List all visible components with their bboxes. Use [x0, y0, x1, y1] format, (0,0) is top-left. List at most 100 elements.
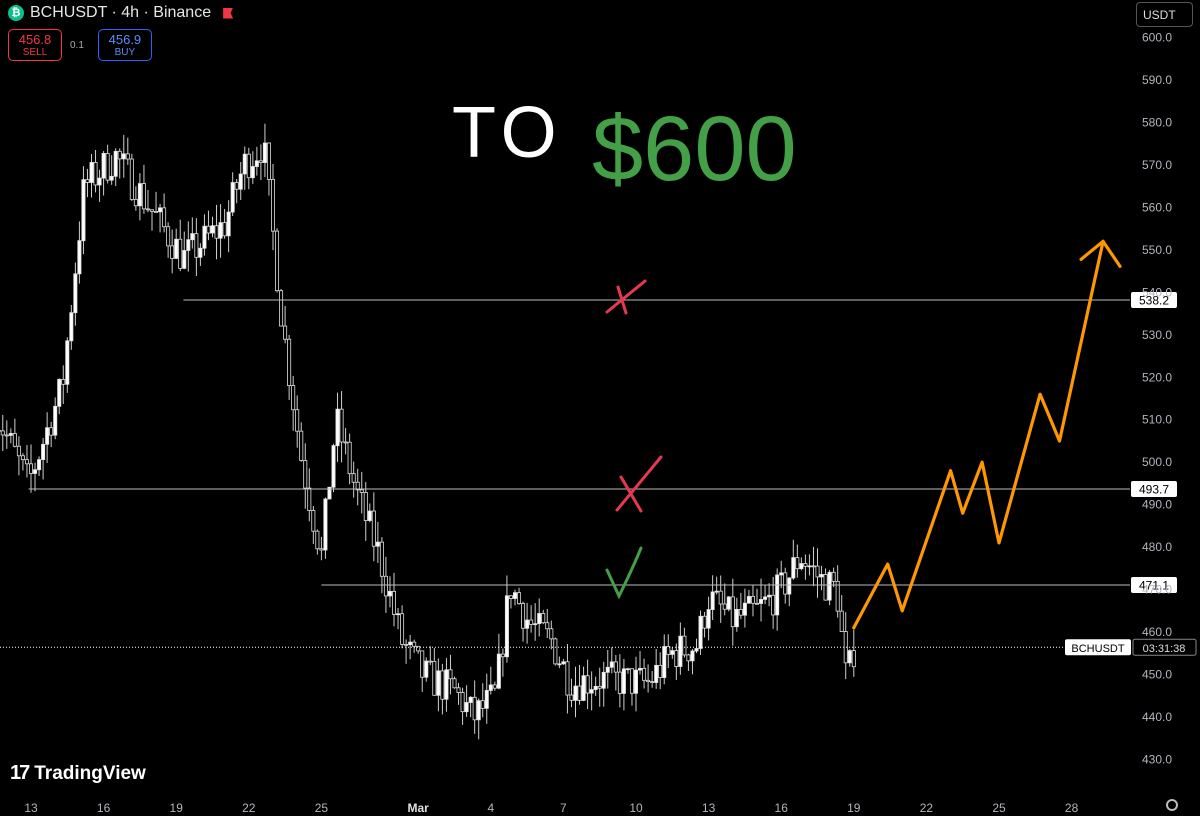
candle-body — [496, 653, 501, 689]
candle-body — [279, 290, 284, 327]
candle-body — [303, 460, 308, 489]
candle-body — [436, 670, 441, 696]
candle-body — [37, 459, 42, 471]
y-tick-label: 490.0 — [1142, 498, 1172, 512]
spread-value: 0.1 — [70, 39, 84, 51]
candle-body — [24, 459, 29, 465]
candle-body — [537, 613, 542, 625]
candle-body — [291, 385, 296, 411]
tradingview-logo-icon: 17 — [10, 762, 30, 784]
candle-body — [605, 666, 610, 673]
gear-icon[interactable] — [1166, 799, 1178, 811]
candle-body — [742, 602, 747, 616]
candle-body — [835, 580, 840, 612]
bar-countdown: 03:31:38 — [1143, 643, 1186, 655]
candle-body — [484, 690, 489, 709]
candle-body — [49, 427, 54, 436]
price-axis[interactable]: 430.0 440.0 450.0 460.0 470.0 480.0 490.0 500.0… — [1142, 30, 1172, 766]
candle-body — [839, 610, 844, 632]
candle-body — [391, 590, 396, 615]
countdown-badge — [1132, 638, 1197, 656]
candle-body — [621, 668, 626, 694]
candle-body — [158, 207, 163, 213]
last-price-line: BCHUSDT 03:31:38 — [0, 638, 1197, 656]
candle-body — [359, 489, 364, 493]
candle-body — [593, 685, 598, 690]
candle-body — [666, 646, 671, 655]
headline-target: $600 — [592, 98, 797, 200]
candle-body — [746, 596, 751, 604]
candle-body — [613, 661, 618, 673]
candle-body — [674, 650, 679, 667]
level-badge — [1131, 291, 1177, 308]
candle-body — [206, 225, 211, 234]
candle-body — [759, 599, 764, 604]
candle-body — [545, 622, 550, 630]
flag-icon[interactable] — [223, 7, 234, 19]
buy-button[interactable]: 456.9 BUY — [97, 29, 152, 61]
candle-body — [331, 445, 336, 488]
candle-body — [57, 379, 62, 407]
y-tick-label: 510.0 — [1142, 413, 1172, 427]
candle-body — [642, 667, 647, 681]
candle-body — [375, 541, 380, 547]
candle-body — [775, 574, 780, 616]
y-tick-label: 480.0 — [1142, 540, 1172, 554]
candle-body — [238, 173, 243, 190]
candle-body — [517, 592, 522, 605]
candle-body — [763, 596, 768, 600]
candle-body — [319, 548, 324, 551]
candle-body — [16, 445, 21, 457]
candle-body — [597, 685, 602, 689]
y-tick-label: 470.0 — [1142, 583, 1172, 597]
candle-body — [730, 596, 735, 628]
currency-selector[interactable]: USDT — [1136, 2, 1193, 27]
time-axis[interactable]: 13 16 19 22 25 Mar 4 7 10 13 16 19 22 25 28 — [24, 801, 1078, 815]
x-tick-label: 19 — [847, 801, 861, 815]
candle-body — [722, 603, 727, 610]
candle-body — [383, 575, 388, 597]
candle-body — [250, 166, 255, 179]
candle-body — [589, 689, 594, 694]
candle-body — [565, 661, 570, 696]
candle-body — [178, 238, 183, 269]
candle-body — [125, 153, 130, 160]
candle-body — [45, 427, 50, 445]
candle-body — [137, 183, 142, 207]
rejected-cross-538 — [605, 279, 647, 315]
candle-body — [266, 142, 271, 180]
buy-label: BUY — [114, 47, 136, 58]
candle-body — [113, 150, 118, 177]
level-badge — [1131, 480, 1177, 497]
x-tick-label: 10 — [629, 801, 643, 815]
candle-body — [585, 675, 590, 694]
candle-body — [33, 469, 38, 474]
candle-body — [141, 183, 146, 210]
candle-body — [28, 463, 33, 474]
y-tick-label: 430.0 — [1142, 753, 1172, 767]
candle-body — [230, 182, 235, 213]
candle-body — [460, 692, 465, 713]
candle-body — [97, 177, 102, 186]
candle-body — [710, 591, 715, 610]
candle-body — [428, 660, 433, 663]
candle-body — [299, 430, 304, 461]
x-tick-label: 16 — [97, 801, 111, 815]
candle-body — [750, 596, 755, 604]
x-tick-label: 28 — [1065, 801, 1079, 815]
candle-body — [327, 486, 332, 500]
x-tick-label: 19 — [170, 801, 184, 815]
candle-body — [504, 595, 509, 658]
candle-body — [315, 530, 320, 550]
candle-body — [355, 481, 360, 491]
candle-body — [783, 572, 788, 595]
candle-body — [521, 603, 526, 629]
candle-body — [367, 510, 372, 521]
candle-body — [311, 510, 316, 532]
candle-body — [8, 433, 13, 436]
candle-body — [379, 541, 384, 577]
symbol-header[interactable]: ₿ BCHUSDT · 4h · Binance — [8, 4, 234, 22]
sell-button[interactable]: 456.8 SELL — [8, 29, 62, 61]
candle-body — [170, 245, 175, 259]
